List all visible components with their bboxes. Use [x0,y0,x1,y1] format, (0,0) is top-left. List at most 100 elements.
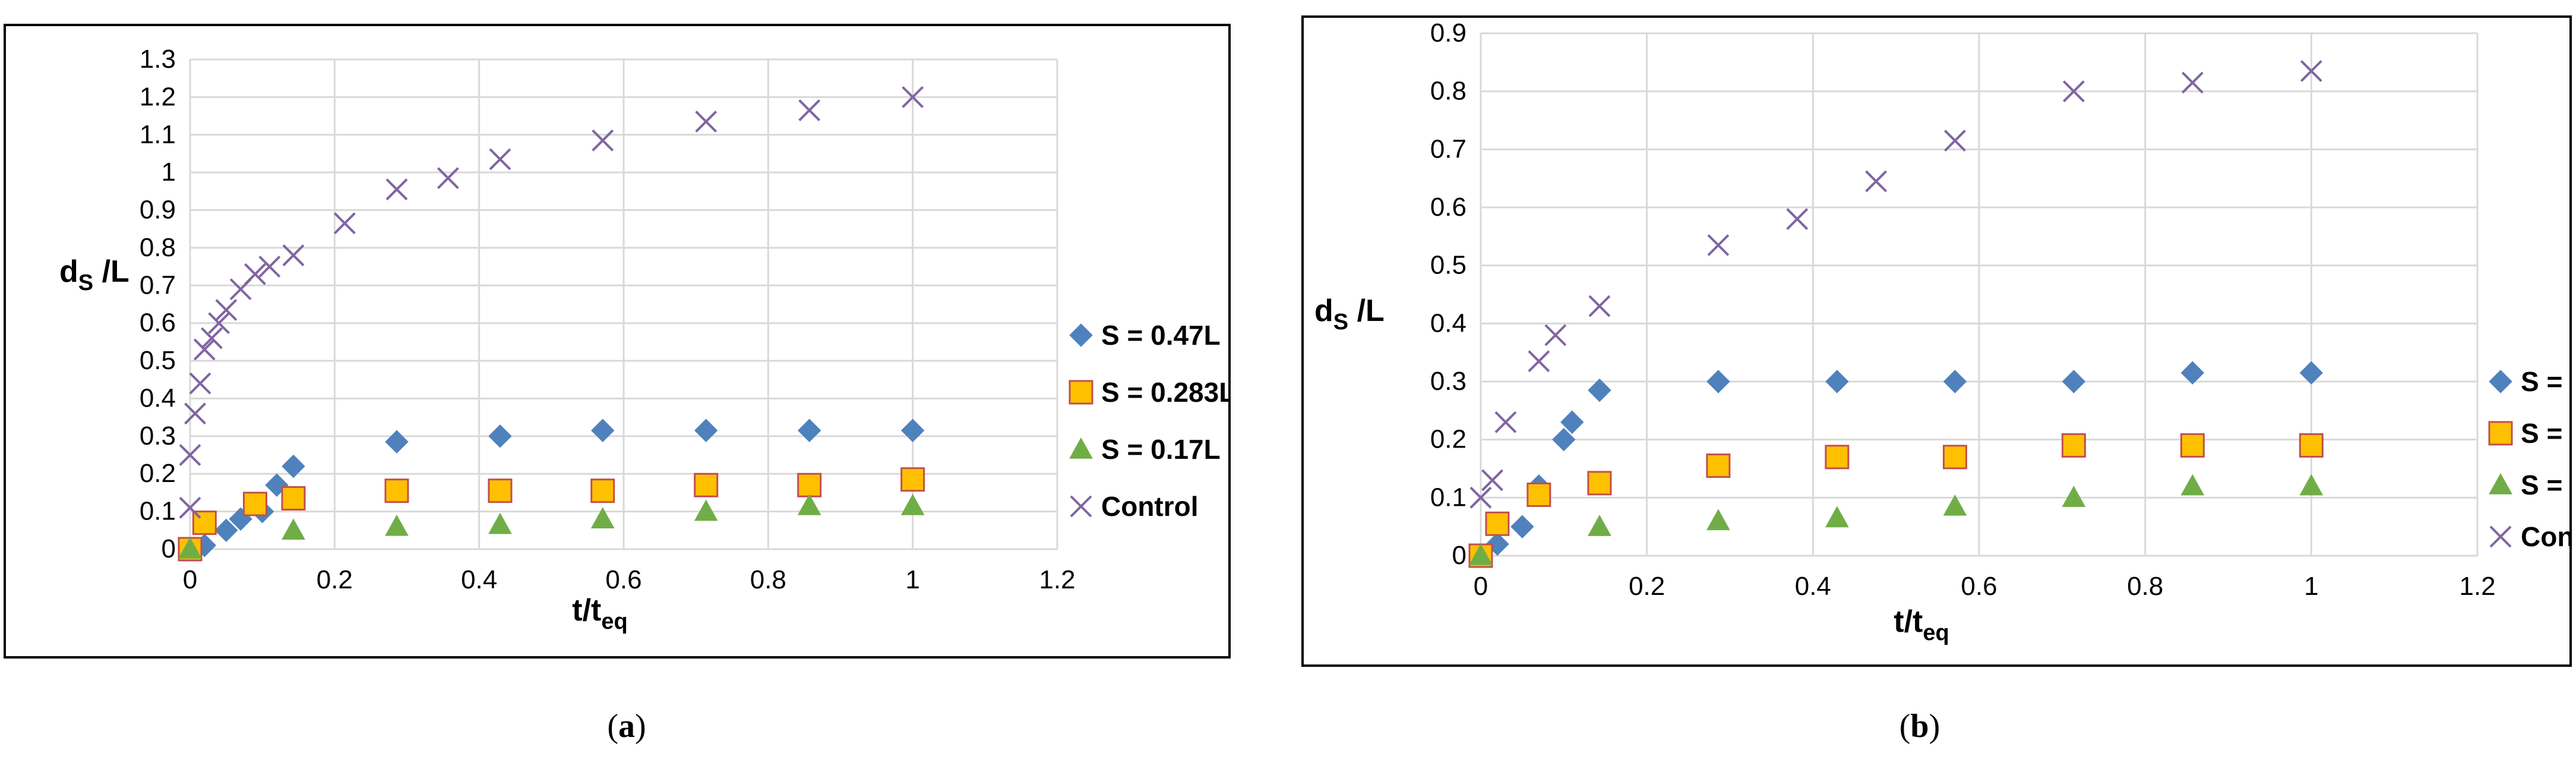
chart-b-ytick-label: 0 [1452,541,1466,570]
chart-b-point-x [1786,208,1809,230]
chart-b-ytick-label: 0.5 [1430,251,1466,280]
chart-a-series-3 [179,86,924,519]
chart-a-point-triangle [694,499,718,521]
chart-a-xtick-label: 0.8 [750,565,786,594]
chart-a-ylabel-main: d [59,254,78,289]
chart-a-point-diamond [385,430,409,454]
chart-b-point-diamond [1706,370,1730,393]
chart-a-legend-label: Control [1101,491,1199,522]
chart-a-point-triangle [385,514,409,536]
chart-b-xtick-label: 0.4 [1795,572,1831,601]
chart-b-point-square [2061,433,2086,458]
chart-b-point-triangle [1588,515,1611,536]
chart-a-point-x [189,372,211,395]
chart-b-series-1 [1468,433,2324,568]
chart-a-ytick-label: 0.1 [140,497,176,526]
chart-a-ytick-label: 1.2 [140,82,176,111]
chart-a-ytick-label: 1.3 [140,45,176,74]
chart-b-xtick-label: 1 [2304,572,2318,601]
chart-a-ytick-label: 0.5 [140,346,176,375]
chart-a-point-square [281,486,306,511]
chart-b-series-2 [1469,474,2324,565]
chart-b-point-x [1707,234,1730,256]
chart-b-point-diamond [1560,410,1584,434]
chart-b-point-x [1469,486,1492,509]
chart-b-xtick-label: 0 [1474,572,1488,601]
chart-a-legend-marker [1070,495,1092,518]
chart-b-ytick-label: 0.3 [1430,367,1466,396]
chart-a-point-triangle [900,494,925,515]
chart-b-point-square [1587,471,1612,496]
chart-b-legend-label: S = 0.47L [2521,366,2569,397]
chart-a-ytick-label: 1.1 [140,120,176,149]
chart-a-point-triangle [797,494,821,515]
chart-a-legend-marker [1069,323,1093,347]
chart-b-point-diamond [1588,378,1611,402]
chart-b-xlabel: t/teq [1894,604,1949,645]
chart-b-point-x [1944,130,1966,152]
chart-a-point-square [797,472,822,497]
chart-a-point-x [201,327,223,349]
chart-a-point-x [385,178,408,201]
chart-b-point-diamond [2062,370,2086,393]
chart-b-grid [1480,32,2479,557]
chart-b-ytick-label: 0.1 [1430,483,1466,512]
chart-b-legend-marker [2489,370,2512,393]
chart-b-point-x [1865,170,1888,193]
chart-b-point-x [1528,350,1550,373]
chart-b-point-triangle [2062,486,2086,508]
chart-a-point-x [258,256,281,278]
chart-b-xlabel-main: t/t [1894,604,1923,639]
chart-b-point-diamond [2180,361,2205,385]
chart-a-legend-label: S = 0.17L [1101,434,1221,465]
chart-b-ytick-label: 0.2 [1430,425,1466,454]
chart-a-point-diamond [797,418,821,443]
chart-a-ytick-label: 0.4 [140,383,176,412]
chart-b-xtick-label: 1.2 [2459,572,2495,601]
chart-a-point-diamond [591,418,615,443]
chart-a-point-x [193,338,216,361]
chart-a-ytick-label: 1 [162,157,176,187]
chart-a-point-square [900,467,925,492]
chart-a-point-x [208,312,230,335]
chart-a-xtick-label: 0 [183,565,197,594]
caption-b-open: ( [1899,708,1911,745]
chart-b-legend-label: S = 0.17L [2521,470,2569,500]
chart-a-point-x [902,86,924,108]
chart-a-point-x [333,212,356,235]
chart-a-point-x [798,99,821,121]
chart-b-point-triangle [1825,506,1849,528]
chart-panel-a: 0 0.1 0.2 0.3 0.4 0.5 0.6 0.7 0.8 0.9 1 1.1 1.2 1.3 0 0… [4,24,1231,659]
chart-b-point-square [2299,433,2324,458]
chart-a-xtick-label: 0.6 [605,565,641,594]
chart-b-point-square [1942,445,1967,470]
chart-b-xtick-label: 0.6 [1961,572,1997,601]
chart-a-legend-marker [1069,437,1093,459]
chart-a-series-2 [178,494,925,559]
chart-a-point-x [489,148,511,171]
chart-b-legend-label: S = 0.283L [2521,418,2569,449]
chart-b-point-triangle [1469,543,1493,565]
chart-b-point-square [1526,482,1551,507]
chart-b-ytick-label: 0.6 [1430,193,1466,222]
chart-b-legend: S = 0.47L S = 0.283L S = 0.17L Control [2488,366,2569,552]
chart-b-ytick-label: 0.9 [1430,18,1466,48]
chart-panel-b: 0 0.1 0.2 0.3 0.4 0.5 0.6 0.7 0.8 0.9 0 0.2 0.4 0.6 0.… [1301,15,2572,667]
chart-a-ytick-label: 0.2 [140,459,176,488]
chart-a-ytick-label: 0.3 [140,421,176,450]
chart-a-legend-marker [1069,380,1093,405]
chart-b-legend-marker [2489,525,2512,548]
chart-b-point-square [2180,433,2205,458]
chart-b-point-triangle [2180,474,2205,496]
chart-b-series-3 [1469,60,2322,509]
chart-b-point-x [1588,295,1611,317]
chart-b-point-x [1494,411,1517,433]
chart-b-ylabel-sub: S [1333,310,1348,335]
chart-b-point-triangle [2299,474,2324,496]
chart-a-point-square [384,478,409,503]
chart-a-ytick-label: 0.6 [140,308,176,338]
caption-b: (b) [1860,707,1979,745]
chart-a-point-x [179,496,201,519]
chart-b-xtick-label: 0.8 [2127,572,2163,601]
chart-a-point-diamond [214,518,238,543]
